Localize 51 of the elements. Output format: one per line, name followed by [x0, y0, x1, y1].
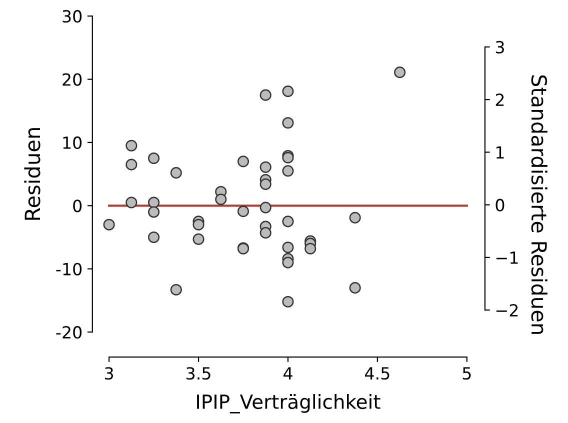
y-tick-label: 0	[73, 200, 82, 212]
y2-tick-label: 1	[496, 146, 504, 159]
point	[304, 242, 316, 254]
y-tick-label: 20	[62, 73, 82, 86]
point	[282, 242, 294, 254]
point	[148, 152, 160, 164]
point	[126, 158, 138, 170]
y2-tick-label: −1	[496, 252, 518, 264]
point	[394, 66, 406, 78]
y2-tick-label: 0	[496, 198, 504, 212]
point	[282, 165, 294, 177]
x-tick-label: 3.5	[186, 367, 210, 380]
point	[260, 227, 272, 239]
point	[170, 284, 182, 296]
x-tick-label: 3	[105, 367, 114, 380]
point	[282, 256, 294, 268]
point	[260, 178, 272, 190]
point	[237, 206, 250, 218]
point	[148, 206, 160, 218]
y2-tick-label: 3	[496, 40, 504, 54]
x-tick-label: 4.5	[365, 367, 390, 380]
point	[349, 282, 361, 294]
y2-axis-title: Standardisierte Residuen	[531, 75, 548, 334]
point	[103, 218, 115, 230]
point	[260, 89, 272, 101]
point	[282, 117, 294, 129]
point	[192, 218, 204, 230]
point	[126, 140, 138, 152]
y-tick-label: -10	[56, 262, 82, 276]
y-axis-title: Residuen	[24, 128, 40, 220]
point	[260, 202, 272, 214]
point	[237, 156, 250, 168]
point	[282, 216, 294, 228]
point	[170, 167, 182, 179]
y2-tick-label: −2	[496, 304, 518, 316]
point	[192, 233, 204, 245]
y-tick-label: 10	[63, 136, 82, 150]
point	[148, 196, 160, 208]
y2-tick-label: 2	[496, 94, 504, 106]
point	[126, 196, 138, 208]
y-tick-label: 30	[62, 10, 82, 23]
point	[215, 194, 227, 206]
point	[148, 231, 160, 244]
x-axis-title: IPIP_Verträglichkeit	[197, 394, 380, 414]
x-tick-label: 4	[283, 367, 292, 380]
point	[282, 296, 294, 308]
point	[282, 86, 294, 98]
point	[260, 161, 272, 173]
point	[349, 212, 361, 224]
x-tick-label: 5	[462, 367, 471, 380]
y-tick-label: -20	[56, 326, 82, 339]
